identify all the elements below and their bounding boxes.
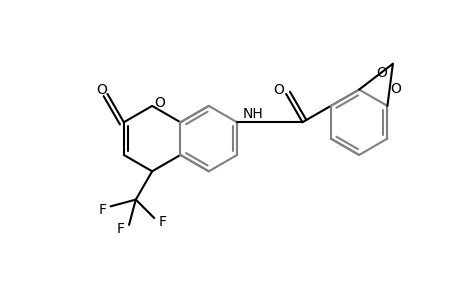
- Text: F: F: [117, 222, 125, 236]
- Text: O: O: [96, 83, 107, 97]
- Text: O: O: [375, 66, 386, 80]
- Text: F: F: [158, 215, 166, 229]
- Text: F: F: [98, 203, 106, 217]
- Text: O: O: [390, 82, 401, 96]
- Text: O: O: [272, 83, 283, 97]
- Text: NH: NH: [242, 107, 263, 121]
- Text: O: O: [154, 96, 165, 110]
